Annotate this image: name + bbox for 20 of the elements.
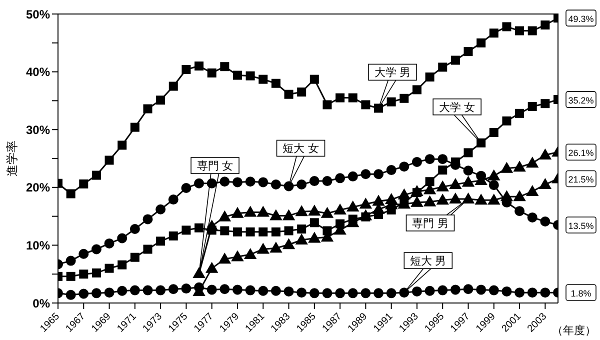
x-axis-title: （年度） <box>552 324 596 337</box>
text: 専門 女 <box>196 160 234 173</box>
series-label: 短大 男 <box>410 254 446 268</box>
data-label: 21.5% <box>568 174 594 185</box>
series-label: 短大 女 <box>282 142 319 156</box>
y-tick-label: 50% <box>26 7 50 22</box>
series-label: 大学 男 <box>374 66 411 80</box>
series-label: 専門 男 <box>412 216 448 230</box>
data-label: 35.2% <box>568 96 594 106</box>
y-tick-label: 10% <box>26 238 50 252</box>
y-tick-label: 20% <box>26 180 50 195</box>
y-tick-label: 0% <box>32 296 50 310</box>
series-label: 大学 女 <box>439 100 476 114</box>
data-label: 1.8% <box>570 288 592 299</box>
y-tick-label: 40% <box>26 65 50 80</box>
y-tick-label: 30% <box>26 122 50 137</box>
y-axis-title: 進学率 <box>5 140 19 176</box>
data-label: 13.5% <box>568 220 594 231</box>
data-label: 26.1% <box>568 148 594 158</box>
data-label: 49.3% <box>568 14 594 24</box>
